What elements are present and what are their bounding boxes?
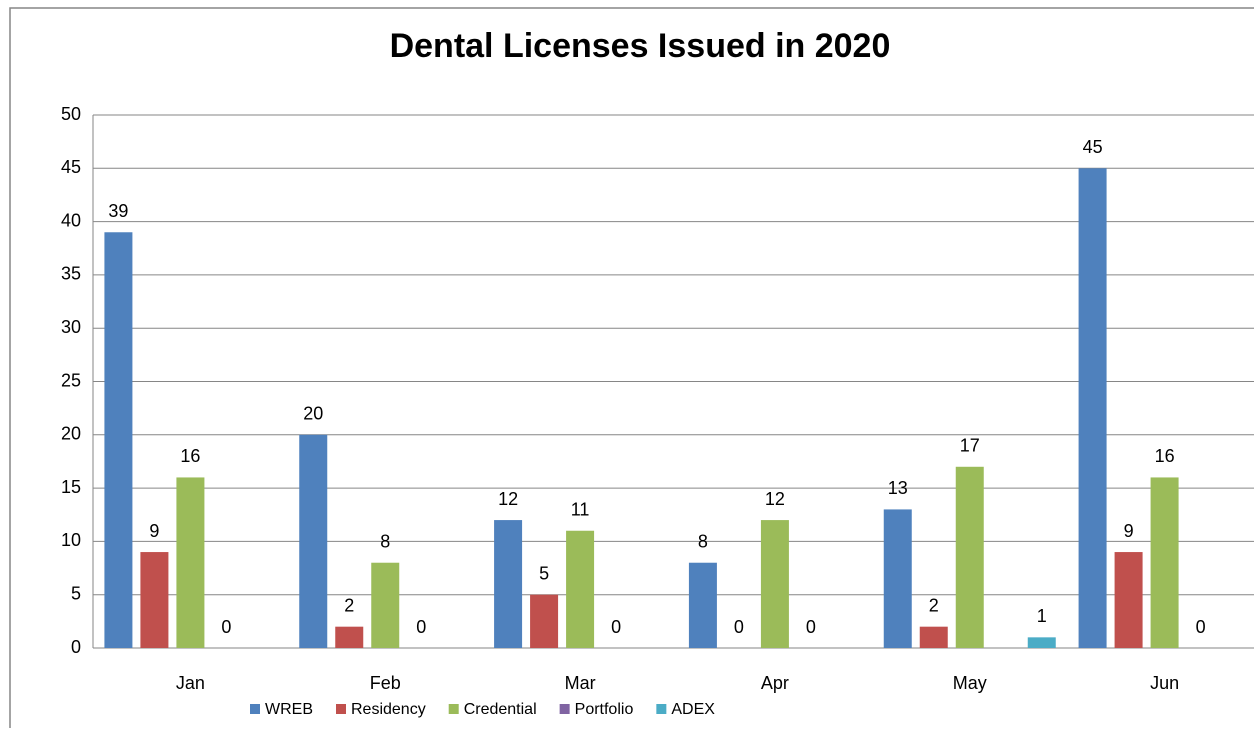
data-label: 0: [416, 617, 426, 637]
y-tick-label: 40: [61, 210, 81, 230]
x-tick-label: Apr: [761, 673, 789, 693]
data-label: 1: [1037, 606, 1047, 626]
legend-swatch: [448, 704, 459, 714]
data-label: 5: [539, 563, 549, 583]
bar: [1150, 477, 1179, 648]
bar: [104, 232, 133, 648]
data-label: 16: [180, 446, 200, 466]
legend-swatch: [336, 704, 346, 714]
data-label: 0: [1196, 617, 1206, 637]
bar: [371, 562, 400, 648]
bar: [335, 626, 364, 648]
legend-swatch: [559, 704, 570, 714]
data-label: 9: [149, 521, 159, 541]
data-label: 8: [380, 531, 390, 551]
bar: [566, 530, 595, 648]
legend-swatch: [656, 704, 667, 714]
x-tick-label: Jan: [176, 673, 205, 693]
data-label: 16: [1155, 446, 1175, 466]
x-tick-label: Feb: [370, 673, 401, 693]
y-tick-label: 50: [61, 104, 81, 124]
legend-label: Portfolio: [575, 701, 634, 718]
data-label: 39: [108, 201, 128, 221]
data-label: 13: [888, 478, 908, 498]
data-label: 2: [344, 595, 354, 615]
x-tick-label: Jun: [1150, 673, 1179, 693]
bar: [955, 466, 984, 648]
legend-label: ADEX: [671, 701, 715, 718]
legend-swatch: [250, 704, 260, 714]
data-label: 0: [806, 617, 816, 637]
x-tick-label: May: [953, 673, 987, 693]
bar: [760, 520, 789, 648]
data-label: 0: [221, 617, 231, 637]
y-tick-label: 30: [61, 317, 81, 337]
data-label: 0: [611, 617, 621, 637]
bar: [530, 594, 559, 648]
y-tick-label: 35: [61, 264, 81, 284]
bar: [919, 626, 948, 648]
data-label: 17: [960, 436, 980, 456]
data-label: 11: [571, 499, 590, 519]
data-label: 0: [734, 617, 744, 637]
legend-label: WREB: [265, 701, 313, 718]
bar: [1027, 637, 1056, 648]
data-label: 20: [303, 404, 323, 424]
bar: [140, 552, 169, 648]
y-tick-label: 15: [61, 477, 81, 497]
bar: [494, 520, 523, 648]
y-tick-label: 20: [61, 424, 81, 444]
y-tick-label: 45: [61, 157, 81, 177]
y-tick-label: 25: [61, 370, 81, 390]
data-label: 45: [1083, 137, 1103, 157]
bar: [1078, 168, 1107, 649]
y-tick-label: 5: [71, 583, 81, 603]
legend-label: Credential: [464, 701, 537, 718]
bar: [688, 562, 717, 648]
data-label: 9: [1124, 521, 1134, 541]
data-label: 12: [765, 489, 785, 509]
bar: [299, 434, 328, 648]
chart-title: Dental Licenses Issued in 2020: [390, 27, 891, 65]
bar: [1114, 552, 1143, 648]
chart-border: [9, 7, 1254, 733]
bar: [176, 477, 205, 648]
y-tick-label: 0: [71, 637, 81, 657]
data-label: 8: [698, 531, 708, 551]
legend-label: Residency: [351, 701, 426, 718]
x-tick-label: Mar: [565, 673, 596, 693]
bar: [883, 509, 912, 648]
y-tick-label: 10: [61, 530, 81, 550]
data-label: 2: [929, 595, 939, 615]
data-label: 12: [498, 489, 518, 509]
